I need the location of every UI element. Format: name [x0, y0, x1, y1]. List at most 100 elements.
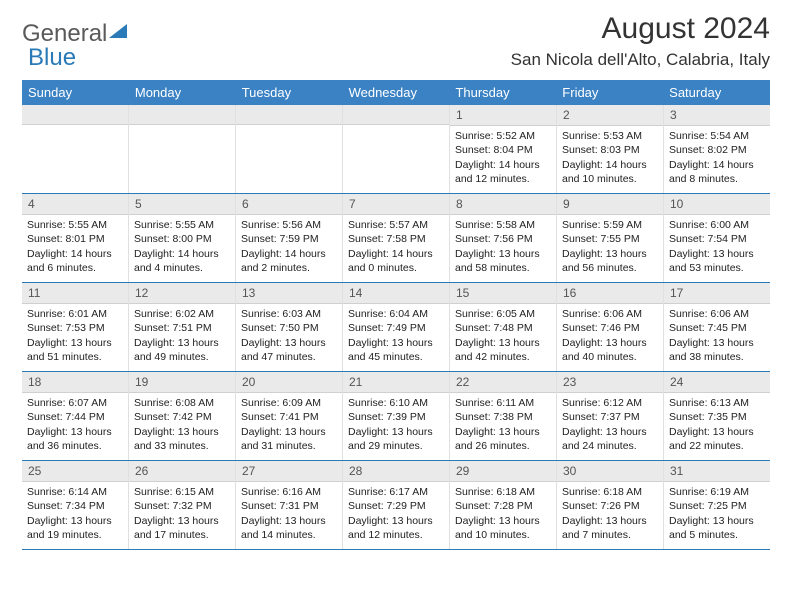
daylight-line: Daylight: 13 hours and 10 minutes.: [455, 514, 551, 542]
daylight-line: Daylight: 13 hours and 36 minutes.: [27, 425, 123, 453]
day-cell: 13Sunrise: 6:03 AMSunset: 7:50 PMDayligh…: [236, 283, 343, 371]
sunrise-line: Sunrise: 6:18 AM: [455, 485, 551, 499]
day-cell: 12Sunrise: 6:02 AMSunset: 7:51 PMDayligh…: [129, 283, 236, 371]
week-row: 25Sunrise: 6:14 AMSunset: 7:34 PMDayligh…: [22, 461, 770, 550]
day-cell: 31Sunrise: 6:19 AMSunset: 7:25 PMDayligh…: [664, 461, 770, 549]
sunrise-line: Sunrise: 6:13 AM: [669, 396, 765, 410]
sunset-line: Sunset: 8:01 PM: [27, 232, 123, 246]
day-number: 8: [450, 194, 556, 215]
day-content: Sunrise: 6:18 AMSunset: 7:28 PMDaylight:…: [450, 482, 556, 546]
day-content: Sunrise: 6:19 AMSunset: 7:25 PMDaylight:…: [664, 482, 770, 546]
sunset-line: Sunset: 7:38 PM: [455, 410, 551, 424]
day-content: Sunrise: 6:12 AMSunset: 7:37 PMDaylight:…: [557, 393, 663, 457]
day-number: 5: [129, 194, 235, 215]
day-cell: 18Sunrise: 6:07 AMSunset: 7:44 PMDayligh…: [22, 372, 129, 460]
weeks-container: 1Sunrise: 5:52 AMSunset: 8:04 PMDaylight…: [22, 105, 770, 550]
sunrise-line: Sunrise: 6:17 AM: [348, 485, 444, 499]
sunset-line: Sunset: 7:59 PM: [241, 232, 337, 246]
sunrise-line: Sunrise: 6:18 AM: [562, 485, 658, 499]
daylight-line: Daylight: 13 hours and 5 minutes.: [669, 514, 765, 542]
sunrise-line: Sunrise: 5:58 AM: [455, 218, 551, 232]
day-content: Sunrise: 5:55 AMSunset: 8:00 PMDaylight:…: [129, 215, 235, 279]
day-number: 9: [557, 194, 663, 215]
sunrise-line: Sunrise: 6:19 AM: [669, 485, 765, 499]
daylight-line: Daylight: 14 hours and 12 minutes.: [455, 158, 551, 186]
day-cell: 22Sunrise: 6:11 AMSunset: 7:38 PMDayligh…: [450, 372, 557, 460]
day-content: Sunrise: 5:58 AMSunset: 7:56 PMDaylight:…: [450, 215, 556, 279]
sunrise-line: Sunrise: 5:52 AM: [455, 129, 551, 143]
sunrise-line: Sunrise: 5:53 AM: [562, 129, 658, 143]
sunrise-line: Sunrise: 6:09 AM: [241, 396, 337, 410]
sunset-line: Sunset: 7:31 PM: [241, 499, 337, 513]
sunrise-line: Sunrise: 6:06 AM: [669, 307, 765, 321]
logo-triangle-icon: [109, 24, 127, 38]
day-cell: [236, 105, 343, 193]
daylight-line: Daylight: 13 hours and 33 minutes.: [134, 425, 230, 453]
day-number: 28: [343, 461, 449, 482]
weekday-header: Tuesday: [236, 80, 343, 105]
sunrise-line: Sunrise: 5:55 AM: [27, 218, 123, 232]
daylight-line: Daylight: 13 hours and 26 minutes.: [455, 425, 551, 453]
day-number: 30: [557, 461, 663, 482]
day-cell: 30 Sunrise: 6:18 AMSunset: 7:26 PMDayligh…: [557, 461, 664, 549]
sunrise-line: Sunrise: 6:16 AM: [241, 485, 337, 499]
sunrise-line: Sunrise: 6:04 AM: [348, 307, 444, 321]
daylight-line: Daylight: 13 hours and 14 minutes.: [241, 514, 337, 542]
sunrise-line: Sunrise: 6:03 AM: [241, 307, 337, 321]
day-content: Sunrise: 5:53 AMSunset: 8:03 PMDaylight:…: [557, 126, 663, 190]
daylight-line: Daylight: 13 hours and 45 minutes.: [348, 336, 444, 364]
location: San Nicola dell'Alto, Calabria, Italy: [511, 50, 770, 70]
daylight-line: Daylight: 13 hours and 22 minutes.: [669, 425, 765, 453]
day-number: 14: [343, 283, 449, 304]
daylight-line: Daylight: 13 hours and 7 minutes.: [562, 514, 658, 542]
sunrise-line: Sunrise: 6:11 AM: [455, 396, 551, 410]
sunrise-line: Sunrise: 5:55 AM: [134, 218, 230, 232]
day-cell: 1Sunrise: 5:52 AMSunset: 8:04 PMDaylight…: [450, 105, 557, 193]
daylight-line: Daylight: 14 hours and 2 minutes.: [241, 247, 337, 275]
sunset-line: Sunset: 7:26 PM: [562, 499, 658, 513]
day-cell: 26Sunrise: 6:15 AMSunset: 7:32 PMDayligh…: [129, 461, 236, 549]
weekday-header-row: SundayMondayTuesdayWednesdayThursdayFrid…: [22, 80, 770, 105]
weekday-header: Wednesday: [343, 80, 450, 105]
day-number: 11: [22, 283, 128, 304]
day-cell: 5Sunrise: 5:55 AMSunset: 8:00 PMDaylight…: [129, 194, 236, 282]
day-cell: 6Sunrise: 5:56 AMSunset: 7:59 PMDaylight…: [236, 194, 343, 282]
day-number: 4: [22, 194, 128, 215]
sunset-line: Sunset: 7:49 PM: [348, 321, 444, 335]
sunrise-line: Sunrise: 6:05 AM: [455, 307, 551, 321]
sunrise-line: Sunrise: 6:08 AM: [134, 396, 230, 410]
day-number: 16: [557, 283, 663, 304]
sunset-line: Sunset: 7:41 PM: [241, 410, 337, 424]
day-number: 31: [664, 461, 770, 482]
sunset-line: Sunset: 8:04 PM: [455, 143, 551, 157]
weekday-header: Saturday: [663, 80, 770, 105]
day-number: 17: [664, 283, 770, 304]
daylight-line: Daylight: 14 hours and 4 minutes.: [134, 247, 230, 275]
day-number: 25: [22, 461, 128, 482]
day-content: Sunrise: 6:04 AMSunset: 7:49 PMDaylight:…: [343, 304, 449, 368]
daylight-line: Daylight: 13 hours and 53 minutes.: [669, 247, 765, 275]
month-title: August 2024: [511, 12, 770, 46]
day-cell: 3Sunrise: 5:54 AMSunset: 8:02 PMDaylight…: [664, 105, 770, 193]
daylight-line: Daylight: 13 hours and 38 minutes.: [669, 336, 765, 364]
daylight-line: Daylight: 13 hours and 24 minutes.: [562, 425, 658, 453]
day-number: 23: [557, 372, 663, 393]
empty-day-number: [343, 105, 449, 125]
sunset-line: Sunset: 7:51 PM: [134, 321, 230, 335]
sunrise-line: Sunrise: 5:54 AM: [669, 129, 765, 143]
day-number: 2: [557, 105, 663, 126]
sunset-line: Sunset: 7:42 PM: [134, 410, 230, 424]
weekday-header: Friday: [556, 80, 663, 105]
day-cell: 28Sunrise: 6:17 AMSunset: 7:29 PMDayligh…: [343, 461, 450, 549]
day-content: Sunrise: 6:06 AMSunset: 7:45 PMDaylight:…: [664, 304, 770, 368]
day-cell: 9Sunrise: 5:59 AMSunset: 7:55 PMDaylight…: [557, 194, 664, 282]
sunset-line: Sunset: 7:45 PM: [669, 321, 765, 335]
day-content: Sunrise: 5:54 AMSunset: 8:02 PMDaylight:…: [664, 126, 770, 190]
day-number: 26: [129, 461, 235, 482]
sunset-line: Sunset: 7:34 PM: [27, 499, 123, 513]
day-content: Sunrise: 6:02 AMSunset: 7:51 PMDaylight:…: [129, 304, 235, 368]
daylight-line: Daylight: 13 hours and 29 minutes.: [348, 425, 444, 453]
day-number: 29: [450, 461, 556, 482]
day-cell: 20Sunrise: 6:09 AMSunset: 7:41 PMDayligh…: [236, 372, 343, 460]
sunset-line: Sunset: 7:29 PM: [348, 499, 444, 513]
